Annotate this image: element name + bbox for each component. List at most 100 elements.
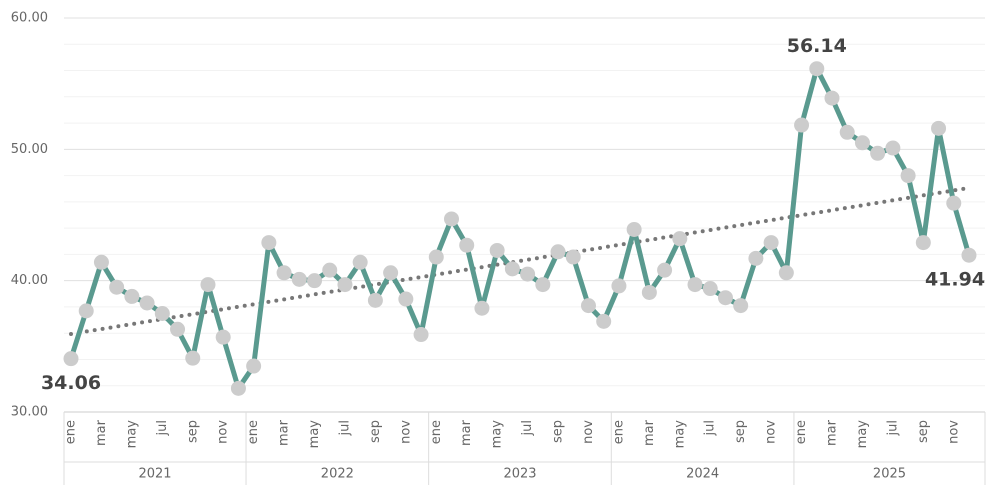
x-tick-label: may bbox=[490, 420, 505, 449]
group-label: 2024 bbox=[686, 467, 719, 482]
marker bbox=[63, 351, 79, 367]
marker bbox=[200, 277, 216, 293]
marker bbox=[611, 278, 627, 294]
x-tick-label: mar bbox=[277, 419, 292, 446]
group-label: 2023 bbox=[503, 467, 536, 482]
marker bbox=[291, 271, 307, 287]
x-tick-label: nov bbox=[216, 420, 231, 444]
x-tick-label: may bbox=[672, 420, 687, 449]
marker bbox=[672, 231, 688, 247]
marker bbox=[367, 292, 383, 308]
marker bbox=[185, 350, 201, 366]
x-tick-label: ene bbox=[429, 420, 444, 444]
marker bbox=[839, 124, 855, 140]
marker bbox=[702, 281, 718, 297]
marker bbox=[763, 235, 779, 251]
marker bbox=[565, 249, 581, 265]
x-tick-label: mar bbox=[642, 419, 657, 446]
marker bbox=[230, 380, 246, 396]
x-tick-label: may bbox=[855, 420, 870, 449]
marker bbox=[946, 195, 962, 211]
y-tick-label: 30.00 bbox=[11, 405, 48, 420]
marker bbox=[352, 254, 368, 270]
y-tick-label: 50.00 bbox=[11, 142, 48, 157]
group-label: 2022 bbox=[321, 467, 354, 482]
marker bbox=[641, 284, 657, 300]
marker bbox=[215, 329, 231, 345]
marker bbox=[854, 135, 870, 151]
marker bbox=[550, 244, 566, 260]
marker bbox=[687, 277, 703, 293]
x-tick-label: nov bbox=[946, 420, 961, 444]
marker bbox=[778, 265, 794, 281]
marker bbox=[398, 291, 414, 307]
marker bbox=[474, 300, 490, 316]
marker bbox=[580, 298, 596, 314]
marker bbox=[261, 235, 277, 251]
x-tick-label: sep bbox=[733, 420, 748, 443]
marker bbox=[596, 313, 612, 329]
x-tick-label: mar bbox=[825, 419, 840, 446]
marker bbox=[109, 279, 125, 295]
marker bbox=[809, 61, 825, 77]
marker bbox=[733, 298, 749, 314]
marker bbox=[961, 247, 977, 263]
x-tick-label: sep bbox=[551, 420, 566, 443]
marker bbox=[154, 306, 170, 321]
x-tick-label: may bbox=[307, 420, 322, 449]
x-tick-label: jul bbox=[155, 420, 170, 436]
marker bbox=[520, 266, 536, 282]
marker bbox=[139, 295, 155, 311]
marker bbox=[276, 265, 292, 281]
data-label: 56.14 bbox=[787, 35, 847, 57]
marker bbox=[383, 265, 399, 281]
x-tick-label: may bbox=[124, 420, 139, 449]
marker bbox=[535, 277, 551, 293]
x-tick-label: sep bbox=[368, 420, 383, 443]
x-tick-label: ene bbox=[246, 420, 261, 444]
data-label: 34.06 bbox=[41, 372, 101, 394]
marker bbox=[915, 235, 931, 251]
marker bbox=[885, 140, 901, 156]
marker bbox=[870, 145, 886, 161]
x-tick-label: ene bbox=[611, 420, 626, 444]
x-tick-label: jul bbox=[520, 420, 535, 436]
group-label: 2025 bbox=[873, 467, 906, 482]
marker bbox=[489, 242, 505, 258]
x-tick-label: ene bbox=[794, 420, 809, 444]
y-tick-label: 40.00 bbox=[11, 273, 48, 288]
marker bbox=[459, 237, 475, 253]
group-label: 2021 bbox=[138, 467, 171, 482]
marker bbox=[322, 262, 338, 278]
marker bbox=[626, 221, 642, 237]
marker bbox=[428, 249, 444, 265]
x-tick-label: nov bbox=[581, 420, 596, 444]
x-tick-label: nov bbox=[764, 420, 779, 444]
marker bbox=[748, 250, 764, 266]
marker bbox=[170, 321, 186, 337]
marker bbox=[900, 168, 916, 184]
data-label: 41.94 bbox=[925, 269, 985, 291]
marker bbox=[78, 303, 94, 319]
marker bbox=[246, 358, 262, 374]
marker bbox=[824, 90, 840, 106]
x-tick-label: mar bbox=[94, 419, 109, 446]
x-tick-label: mar bbox=[459, 419, 474, 446]
x-tick-label: jul bbox=[337, 420, 352, 436]
marker bbox=[413, 327, 429, 343]
trendline bbox=[69, 185, 971, 336]
marker bbox=[504, 261, 520, 277]
marker bbox=[307, 273, 323, 289]
marker bbox=[794, 117, 810, 133]
marker bbox=[93, 254, 109, 270]
marker bbox=[444, 211, 459, 227]
x-tick-label: ene bbox=[64, 420, 79, 444]
x-tick-label: sep bbox=[916, 420, 931, 443]
x-tick-label: jul bbox=[885, 420, 900, 436]
marker bbox=[717, 290, 733, 306]
y-tick-label: 60.00 bbox=[11, 11, 48, 26]
marker bbox=[124, 288, 140, 304]
marker bbox=[931, 120, 947, 136]
